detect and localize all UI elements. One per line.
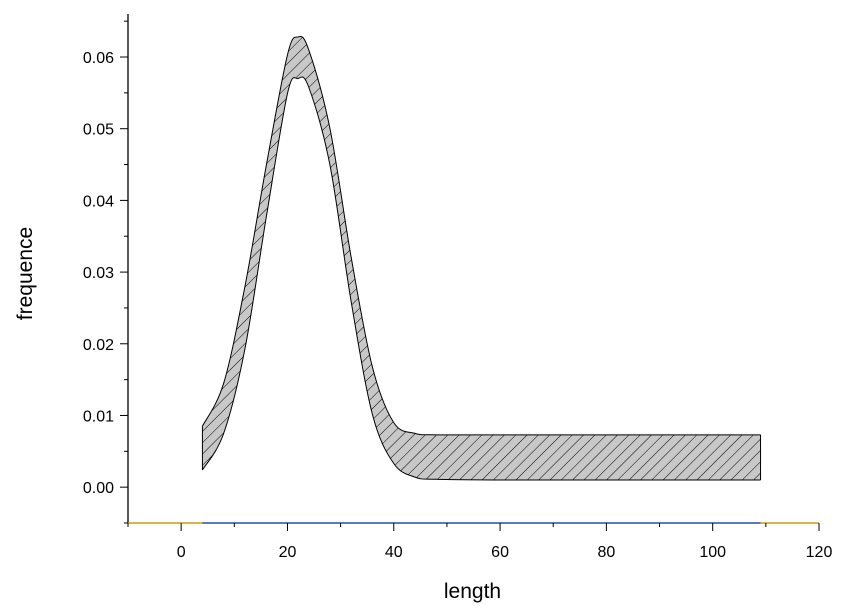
band-area	[202, 36, 761, 481]
x-tick-label: 60	[491, 544, 509, 561]
y-tick-label: 0.02	[83, 337, 114, 354]
lower-bound-line	[201, 76, 761, 481]
y-tick-label: 0.04	[83, 193, 114, 210]
x-tick-label: 120	[806, 544, 833, 561]
x-axis-title: length	[444, 580, 501, 603]
x-tick-label: 100	[699, 544, 726, 561]
upper-bound-line	[201, 35, 761, 436]
x-tick-label: 20	[279, 544, 297, 561]
x-tick-label: 40	[385, 544, 403, 561]
axes: 0 20 40 60 80 100 120 0.00 0.01 0.02 0.03 0.04 0.05 0…	[83, 14, 833, 561]
y-tick-label: 0.01	[83, 408, 114, 425]
y-tick-label: 0.05	[83, 122, 114, 139]
x-tick-label: 0	[177, 544, 186, 561]
y-tick-label: 0.00	[83, 480, 114, 497]
y-axis-title: frequence	[14, 227, 37, 320]
y-tick-label: 0.06	[83, 50, 114, 67]
plot-area	[201, 35, 762, 481]
y-tick-label: 0.03	[83, 265, 114, 282]
x-tick-label: 80	[597, 544, 615, 561]
